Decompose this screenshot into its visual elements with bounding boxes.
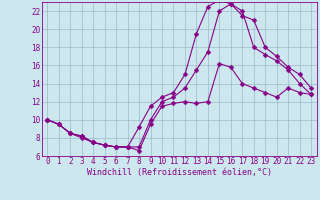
X-axis label: Windchill (Refroidissement éolien,°C): Windchill (Refroidissement éolien,°C) [87, 168, 272, 177]
